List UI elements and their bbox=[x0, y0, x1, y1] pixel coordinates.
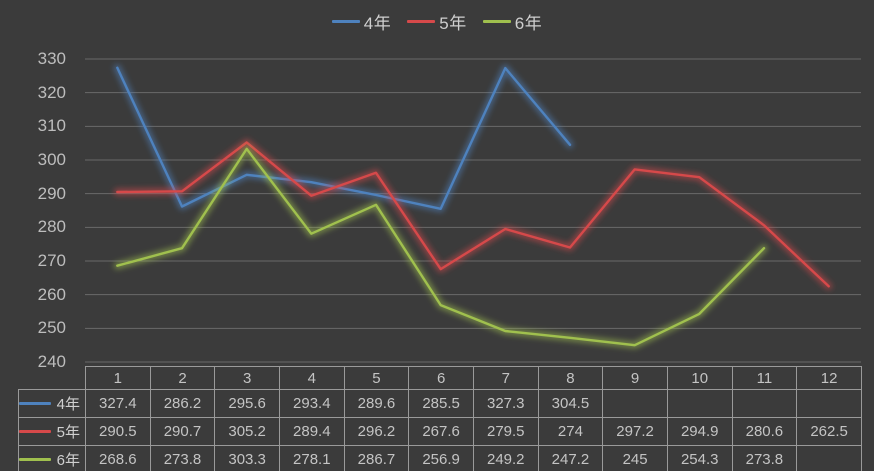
series-glow-3 bbox=[113, 145, 768, 349]
y-tick-label: 290 bbox=[37, 183, 66, 203]
y-tick-label: 240 bbox=[37, 352, 66, 371]
table-cell: 286.7 bbox=[343, 445, 410, 471]
table-cell: 294.9 bbox=[666, 417, 733, 446]
table-cell: 247.2 bbox=[537, 445, 604, 471]
table-row: 5年 290.5 290.7 305.2 289.4 296.2 267.6 279.5 274… bbox=[18, 417, 862, 446]
table-cell: 278.1 bbox=[278, 445, 345, 471]
table-cell: 295.6 bbox=[214, 389, 280, 418]
legend-line-swatch-icon bbox=[19, 402, 51, 405]
table-cell: 327.4 bbox=[85, 389, 151, 418]
y-tick-label: 330 bbox=[37, 49, 66, 68]
table-cell: 267.6 bbox=[408, 417, 474, 446]
table-cell bbox=[796, 445, 862, 471]
table-cell: 296.2 bbox=[343, 417, 410, 446]
table-cell: 290.7 bbox=[149, 417, 216, 446]
legend-item-3: 6年 bbox=[482, 9, 543, 34]
legend-item-2: 5年 bbox=[407, 9, 466, 34]
legend-item-1: 4年 bbox=[331, 9, 392, 34]
legend-line-swatch-icon bbox=[19, 430, 51, 433]
table-cell: 290.5 bbox=[85, 417, 151, 446]
table-cell: 297.2 bbox=[602, 417, 668, 446]
table-cell bbox=[666, 389, 733, 418]
table-row: 4年 327.4 286.2 295.6 293.4 289.6 285.5 327.3 304… bbox=[18, 389, 862, 418]
table-cell bbox=[602, 389, 668, 418]
series-line-1 bbox=[116, 66, 572, 210]
y-tick-label: 310 bbox=[37, 116, 66, 136]
chart-legend: 4年 5年 6年 bbox=[0, 8, 874, 34]
table-cell: 268.6 bbox=[85, 445, 151, 471]
column-header: 6 bbox=[408, 366, 474, 390]
table-cell: 245 bbox=[602, 445, 668, 471]
table-cell: 289.6 bbox=[343, 389, 410, 418]
table-cell: 256.9 bbox=[408, 445, 474, 471]
row-header: 5年 bbox=[18, 417, 86, 446]
legend-line-swatch-icon bbox=[482, 19, 511, 23]
y-tick-label: 280 bbox=[37, 217, 66, 237]
table-cell: 279.5 bbox=[472, 417, 539, 446]
legend-line-swatch-icon bbox=[407, 19, 436, 23]
table-cell: 327.3 bbox=[472, 389, 539, 418]
legend-line-swatch-icon bbox=[19, 458, 51, 461]
table-cell: 280.6 bbox=[731, 417, 798, 446]
column-header: 5 bbox=[343, 366, 410, 390]
column-header: 3 bbox=[214, 366, 280, 390]
legend-label: 4年 bbox=[363, 13, 392, 33]
row-header-label: 6年 bbox=[56, 452, 80, 469]
table-cell: 254.3 bbox=[666, 445, 733, 471]
table-cell bbox=[731, 389, 798, 418]
table-cell: 293.4 bbox=[278, 389, 345, 418]
legend-label: 6年 bbox=[514, 13, 543, 33]
column-header: 7 bbox=[472, 366, 539, 390]
table-cell: 289.4 bbox=[278, 417, 345, 446]
row-header-label: 5年 bbox=[56, 424, 80, 441]
y-tick-label: 300 bbox=[37, 150, 66, 169]
table-row: 6年 268.6 273.8 303.3 278.1 286.7 256.9 249.2 247… bbox=[18, 445, 862, 471]
column-header: 8 bbox=[537, 366, 604, 390]
row-header: 4年 bbox=[18, 389, 86, 418]
table-cell: 285.5 bbox=[408, 389, 474, 418]
column-header: 1 bbox=[85, 366, 151, 390]
y-tick-label: 250 bbox=[37, 318, 66, 338]
table-cell bbox=[796, 389, 862, 418]
legend-line-swatch-icon bbox=[331, 19, 360, 23]
series-glow-2 bbox=[113, 139, 833, 290]
row-header-label: 4年 bbox=[56, 396, 80, 413]
table-header-row: 1 2 3 4 5 6 7 8 9 10 11 12 bbox=[19, 366, 862, 390]
table-cell: 273.8 bbox=[731, 445, 798, 471]
table-corner-cell bbox=[19, 367, 86, 390]
legend-label: 5年 bbox=[439, 13, 467, 33]
column-header: 2 bbox=[149, 366, 216, 390]
row-header: 6年 bbox=[18, 445, 86, 471]
column-header: 11 bbox=[731, 366, 798, 390]
data-table: 1 2 3 4 5 6 7 8 9 10 11 12 4年 327.4 286.2 295.6 293.4 289… bbox=[18, 366, 862, 471]
column-header: 4 bbox=[278, 366, 345, 390]
table-cell: 249.2 bbox=[472, 445, 539, 471]
series-line-2 bbox=[116, 141, 830, 288]
column-header: 10 bbox=[666, 366, 733, 390]
y-tick-label: 270 bbox=[37, 251, 66, 270]
table-cell: 304.5 bbox=[537, 389, 604, 418]
column-header: 9 bbox=[602, 366, 668, 390]
table-cell: 273.8 bbox=[149, 445, 216, 471]
table-cell: 274 bbox=[537, 417, 604, 446]
table-cell: 262.5 bbox=[796, 417, 862, 446]
series-line-3 bbox=[116, 147, 766, 347]
column-header: 12 bbox=[796, 366, 862, 390]
table-cell: 286.2 bbox=[149, 389, 216, 418]
table-cell: 303.3 bbox=[214, 445, 280, 471]
y-tick-label: 260 bbox=[37, 284, 66, 304]
table-cell: 305.2 bbox=[214, 417, 280, 446]
y-tick-label: 320 bbox=[37, 82, 66, 102]
